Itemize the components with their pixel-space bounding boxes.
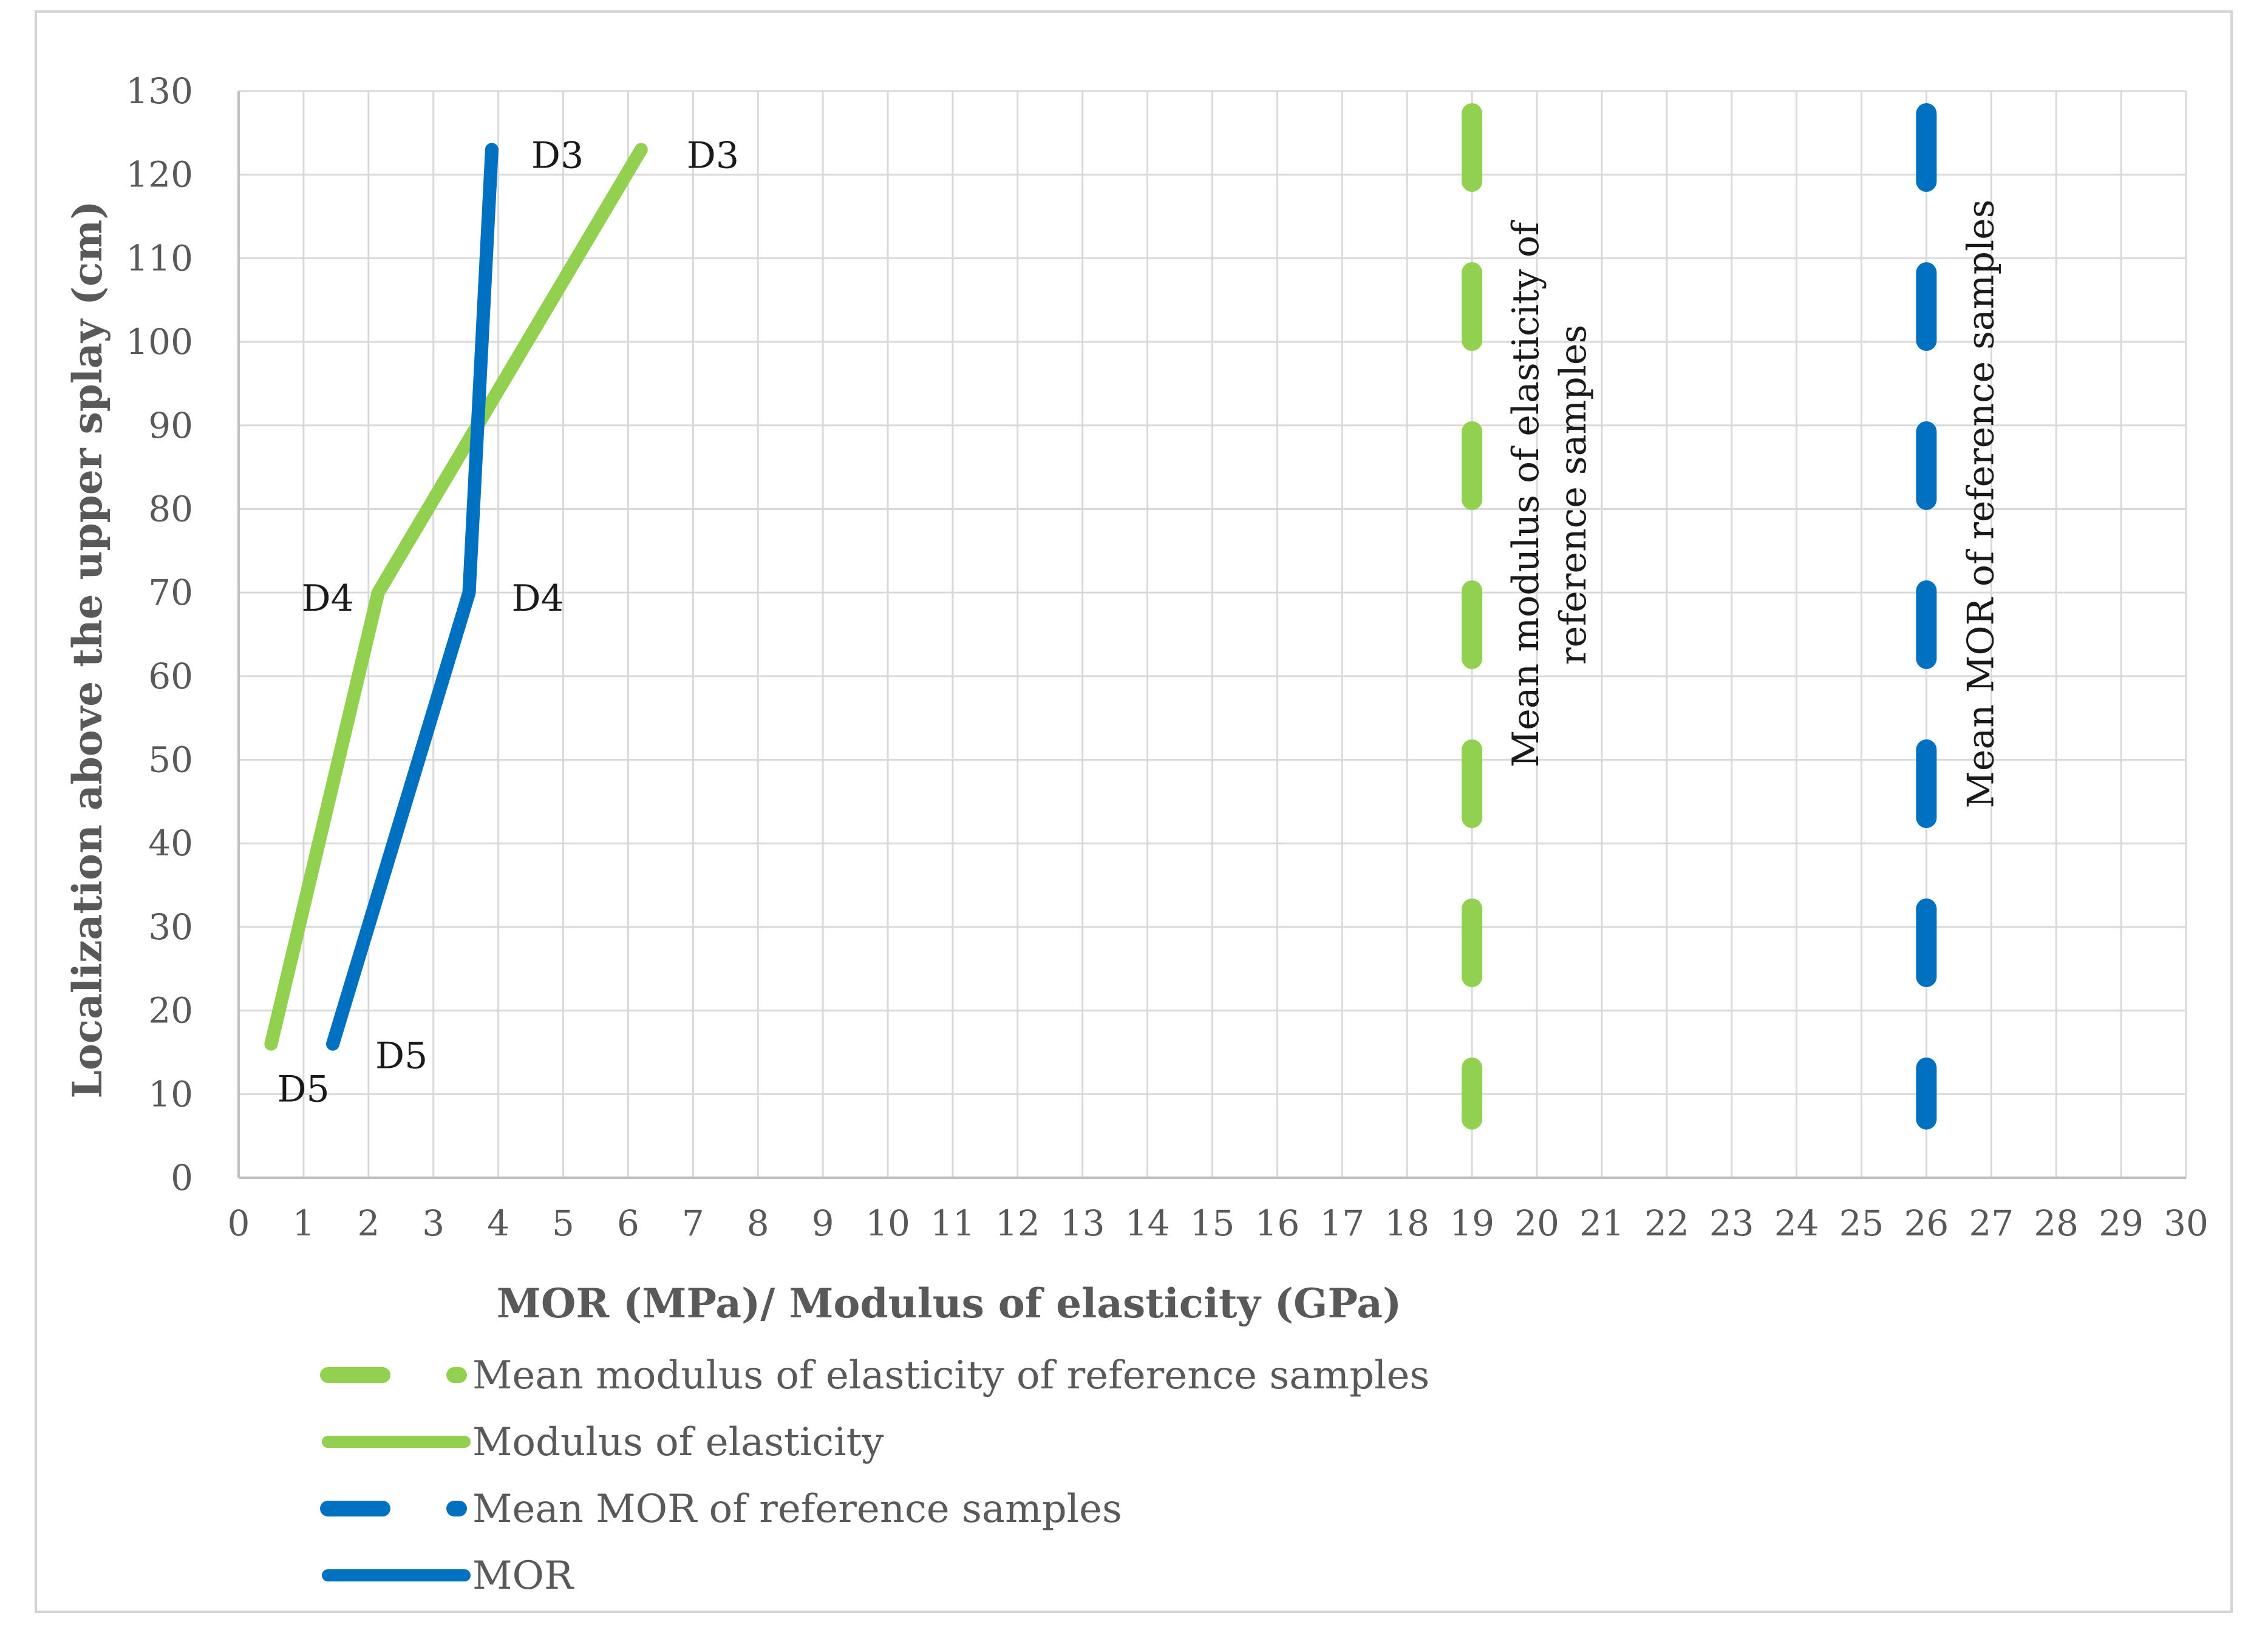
y-axis-title: Localization above the upper splay (cm) bbox=[64, 201, 111, 1099]
data-point-label: D3 bbox=[687, 134, 739, 177]
data-point-label: D3 bbox=[531, 134, 584, 177]
x-tick-label: 2 bbox=[357, 1203, 380, 1244]
reference-line-label: reference samples bbox=[1552, 325, 1595, 665]
y-tick-label: 50 bbox=[148, 739, 193, 781]
y-tick-label: 30 bbox=[148, 906, 193, 948]
legend-label: Mean modulus of elasticity of reference … bbox=[472, 1353, 1429, 1398]
x-tick-label: 6 bbox=[617, 1203, 639, 1244]
x-tick-label: 24 bbox=[1774, 1203, 1819, 1244]
x-tick-label: 17 bbox=[1320, 1203, 1364, 1244]
x-axis-ticks: 0 1 2 3 4 5 6 7 8 9 10 11 12 13 14 15 16 17 18 19 20 21 22 23 24… bbox=[228, 1203, 2208, 1244]
x-tick-label: 0 bbox=[228, 1203, 250, 1244]
x-tick-label: 27 bbox=[1969, 1203, 2014, 1244]
y-tick-label: 90 bbox=[148, 405, 193, 446]
x-tick-label: 19 bbox=[1449, 1203, 1494, 1244]
y-tick-label: 70 bbox=[148, 572, 193, 613]
x-tick-label: 10 bbox=[865, 1203, 910, 1244]
data-series bbox=[264, 143, 648, 1051]
legend-label: MOR bbox=[472, 1554, 574, 1598]
y-tick-label: 40 bbox=[148, 823, 193, 864]
y-tick-label: 80 bbox=[148, 488, 193, 529]
y-tick-label: 130 bbox=[126, 70, 193, 112]
x-tick-label: 4 bbox=[487, 1203, 509, 1244]
legend: Mean modulus of elasticity of reference … bbox=[320, 1353, 1429, 1598]
reference-lines: Mean modulus of elasticity of reference s… bbox=[1462, 81, 2002, 1130]
y-tick-label: 10 bbox=[148, 1073, 193, 1115]
x-tick-label: 30 bbox=[2164, 1203, 2208, 1244]
series-line-mor bbox=[326, 143, 499, 1051]
grid-lines bbox=[237, 90, 2187, 1179]
point-labels: D3 D4 D5 D3 D4 D5 bbox=[277, 134, 739, 1110]
x-tick-label: 5 bbox=[552, 1203, 574, 1244]
x-tick-label: 23 bbox=[1709, 1203, 1754, 1244]
data-point-label: D4 bbox=[302, 577, 354, 620]
x-tick-label: 11 bbox=[930, 1203, 975, 1244]
y-tick-label: 0 bbox=[171, 1157, 193, 1198]
x-tick-label: 16 bbox=[1255, 1203, 1299, 1244]
x-tick-label: 1 bbox=[292, 1203, 315, 1244]
x-tick-label: 15 bbox=[1190, 1203, 1235, 1244]
data-point-label: D5 bbox=[277, 1068, 329, 1111]
x-axis-title: MOR (MPa)/ Modulus of elasticity (GPa) bbox=[497, 1280, 1401, 1327]
x-tick-label: 7 bbox=[682, 1203, 704, 1244]
y-tick-label: 100 bbox=[126, 321, 193, 362]
reference-line-label: Mean modulus of elasticity of bbox=[1505, 220, 1547, 767]
x-tick-label: 18 bbox=[1384, 1203, 1429, 1244]
legend-label: Mean MOR of reference samples bbox=[472, 1487, 1122, 1532]
x-tick-label: 26 bbox=[1904, 1203, 1949, 1244]
series-line-modulus-of-elasticity bbox=[264, 143, 648, 1051]
x-tick-label: 14 bbox=[1125, 1203, 1170, 1244]
y-tick-label: 60 bbox=[148, 656, 193, 697]
y-tick-label: 20 bbox=[148, 990, 193, 1031]
y-axis-ticks: 0 10 20 30 40 50 60 70 80 90 100 110 120 130 bbox=[126, 70, 193, 1198]
x-tick-label: 3 bbox=[422, 1203, 444, 1244]
x-tick-label: 13 bbox=[1060, 1203, 1105, 1244]
x-tick-label: 29 bbox=[2099, 1203, 2144, 1244]
x-tick-label: 25 bbox=[1839, 1203, 1884, 1244]
x-tick-label: 20 bbox=[1514, 1203, 1559, 1244]
x-tick-label: 12 bbox=[995, 1203, 1040, 1244]
x-tick-label: 28 bbox=[2034, 1203, 2079, 1244]
y-tick-label: 120 bbox=[126, 154, 193, 195]
x-tick-label: 9 bbox=[812, 1203, 834, 1244]
y-tick-label: 110 bbox=[126, 237, 193, 279]
data-point-label: D4 bbox=[511, 577, 564, 620]
x-tick-label: 8 bbox=[747, 1203, 769, 1244]
legend-label: Modulus of elasticity bbox=[472, 1420, 884, 1465]
reference-line-label: Mean MOR of reference samples bbox=[1960, 200, 2002, 809]
x-tick-label: 21 bbox=[1579, 1203, 1624, 1244]
data-point-label: D5 bbox=[375, 1035, 427, 1078]
x-tick-label: 22 bbox=[1644, 1203, 1689, 1244]
